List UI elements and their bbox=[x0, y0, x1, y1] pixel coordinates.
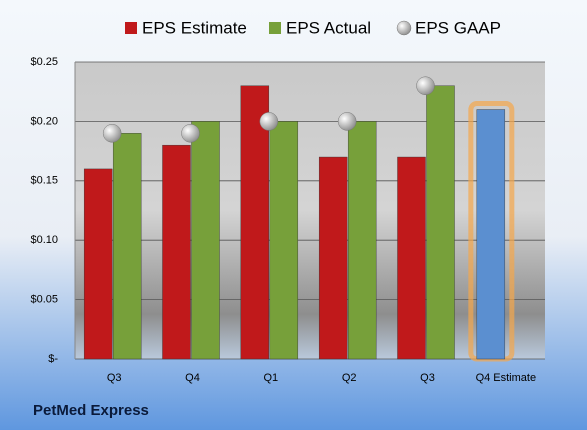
gaap-marker bbox=[416, 76, 435, 96]
bar bbox=[269, 121, 299, 360]
legend-label: EPS GAAP bbox=[415, 18, 501, 37]
x-tick-label: Q4 bbox=[185, 372, 200, 384]
footer: PetMed Express bbox=[33, 402, 149, 419]
bar bbox=[347, 121, 377, 360]
x-tick-label: Q3 bbox=[420, 372, 435, 384]
x-tick-label: Q3 bbox=[107, 372, 122, 384]
bar bbox=[162, 144, 191, 360]
plot-area bbox=[75, 62, 545, 359]
gaap-marker bbox=[102, 124, 122, 143]
bar bbox=[476, 109, 506, 360]
y-tick-label: $0.10 bbox=[30, 234, 58, 246]
legend-marker bbox=[125, 22, 137, 34]
y-tick-label: $0.15 bbox=[30, 175, 58, 187]
legend-label: EPS Estimate bbox=[142, 18, 247, 37]
bar bbox=[318, 156, 348, 360]
gaap-marker bbox=[181, 124, 200, 143]
x-tick-label: Q2 bbox=[342, 372, 357, 384]
legend-marker bbox=[269, 22, 281, 34]
gaap-marker bbox=[337, 112, 357, 131]
y-tick-label: $0.20 bbox=[30, 115, 58, 127]
y-tick-label: $- bbox=[48, 353, 58, 365]
bar bbox=[240, 85, 270, 360]
gaap-marker bbox=[259, 112, 279, 131]
y-tick-label: $0.05 bbox=[30, 294, 58, 306]
bar bbox=[112, 133, 142, 360]
x-tick-label: Q4 Estimate bbox=[476, 372, 537, 384]
legend-label: EPS Actual bbox=[286, 18, 371, 37]
x-tick-label: Q1 bbox=[263, 372, 278, 384]
bar bbox=[191, 121, 220, 360]
bar bbox=[397, 156, 426, 360]
bar bbox=[426, 85, 455, 360]
y-tick-label: $0.25 bbox=[30, 56, 58, 68]
legend-marker bbox=[396, 20, 412, 36]
bar bbox=[83, 168, 113, 360]
